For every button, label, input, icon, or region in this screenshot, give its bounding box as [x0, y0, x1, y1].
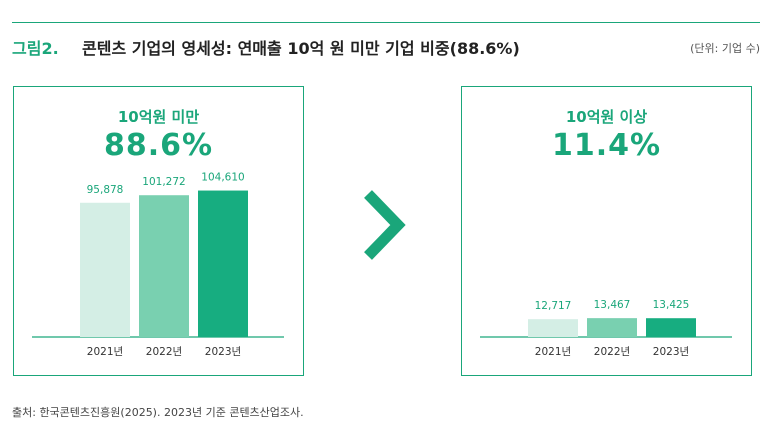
figure-label: 그림2.: [12, 39, 59, 58]
bar-value-label: 95,878: [87, 184, 124, 196]
x-tick-label: 2022년: [146, 346, 182, 358]
bar-chart-under-1bn: 95,878 2021년 101,272 2022년 104,610 2023년: [32, 172, 284, 358]
x-tick-label: 2021년: [87, 346, 123, 358]
unit-label: (단위: 기업 수): [690, 42, 760, 55]
x-tick-label: 2023년: [653, 346, 689, 358]
x-tick-label: 2021년: [535, 346, 571, 358]
bar-value-label: 101,272: [142, 176, 185, 188]
bar-2021년: [80, 202, 130, 337]
x-tick-label: 2022년: [594, 346, 630, 358]
bar-value-label: 12,717: [535, 300, 572, 312]
panel-percent: 88.6%: [103, 128, 214, 163]
bar-2023년: [198, 190, 248, 337]
bar-2021년: [528, 319, 578, 337]
bar-2023년: [646, 318, 696, 337]
chevron-right-icon: [364, 190, 406, 260]
bar-value-label: 13,467: [594, 299, 631, 311]
panel-under-1bn: 10억원 미만 88.6% 95,878 2021년 101,272 2022년 104…: [13, 86, 304, 376]
bar-value-label: 13,425: [653, 299, 690, 311]
panel-over-1bn: 10억원 이상 11.4% 12,717 2021년 13,467 2022년 13,4…: [461, 86, 752, 376]
top-rule: [12, 22, 760, 23]
panel-label: 10억원 미만: [117, 108, 200, 126]
figure-header: 그림2. 콘텐츠 기업의 영세성: 연매출 10억 원 미만 기업 비중(88.…: [12, 35, 760, 59]
bar-value-label: 104,610: [201, 172, 244, 184]
panel-percent: 11.4%: [551, 128, 662, 163]
panel-label: 10억원 이상: [565, 108, 648, 126]
bar-chart-over-1bn: 12,717 2021년 13,467 2022년 13,425 2023년: [480, 299, 732, 358]
bar-2022년: [587, 318, 637, 337]
source-note: 출처: 한국콘텐츠진흥원(2025). 2023년 기준 콘텐츠산업조사.: [12, 406, 304, 419]
figure-title: 콘텐츠 기업의 영세성: 연매출 10억 원 미만 기업 비중(88.6%): [82, 39, 520, 58]
bar-2022년: [139, 195, 189, 337]
x-tick-label: 2023년: [205, 346, 241, 358]
